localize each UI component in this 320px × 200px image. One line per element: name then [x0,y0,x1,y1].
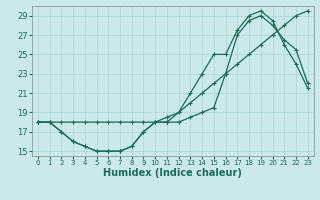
X-axis label: Humidex (Indice chaleur): Humidex (Indice chaleur) [103,168,242,178]
